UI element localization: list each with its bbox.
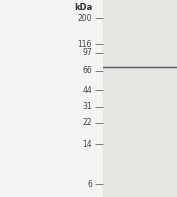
Bar — [103, 0, 177, 197]
Text: 14: 14 — [82, 140, 92, 149]
Text: 97: 97 — [82, 48, 92, 57]
Text: 116: 116 — [78, 40, 92, 49]
Text: 31: 31 — [82, 102, 92, 111]
Text: 6: 6 — [87, 180, 92, 189]
Text: kDa: kDa — [74, 3, 92, 12]
Text: 44: 44 — [82, 86, 92, 95]
Text: 200: 200 — [78, 14, 92, 23]
Text: 22: 22 — [82, 118, 92, 127]
Text: 66: 66 — [82, 66, 92, 75]
